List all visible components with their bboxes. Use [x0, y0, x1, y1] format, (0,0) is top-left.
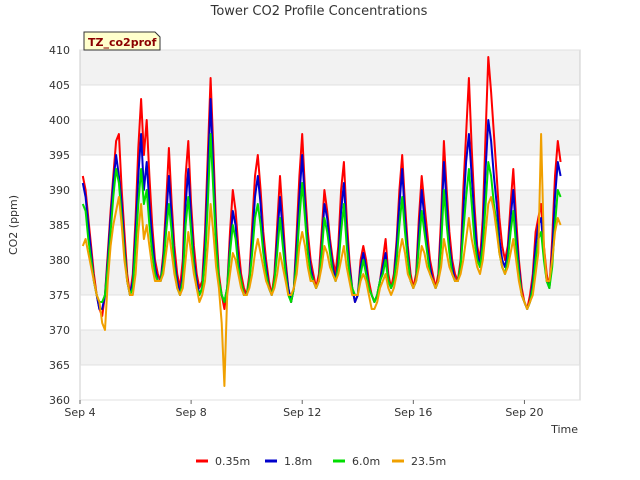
x-axis: Sep 4 Sep 8 Sep 12 Sep 16 Sep 20 — [64, 400, 544, 419]
chart-tag: TZ_co2prof — [83, 31, 161, 51]
chart-tag-label: TZ_co2prof — [88, 36, 157, 49]
y-axis-label: CO2 (ppm) — [7, 195, 20, 255]
legend-label: 1.8m — [284, 455, 312, 468]
legend-label: 23.5m — [411, 455, 446, 468]
y-tick-label: 400 — [49, 114, 70, 127]
y-tick-label: 375 — [49, 289, 70, 302]
x-tick-label: Sep 4 — [64, 406, 95, 419]
chart-title: Tower CO2 Profile Concentrations — [210, 4, 428, 19]
x-tick-label: Sep 20 — [505, 406, 543, 419]
plot-band — [80, 295, 580, 330]
legend-label: 6.0m — [352, 455, 380, 468]
series-lines — [81, 56, 562, 387]
plot-band — [80, 155, 580, 190]
y-tick-label: 390 — [49, 184, 70, 197]
plot-band — [80, 50, 580, 85]
x-tick-label: Sep 12 — [283, 406, 321, 419]
plot-band — [80, 120, 580, 155]
plot-band — [80, 190, 580, 225]
x-tick-label: Sep 8 — [175, 406, 206, 419]
y-tick-label: 405 — [49, 79, 70, 92]
y-axis: 360 365 370 375 380 385 390 395 400 405 410 — [49, 44, 70, 407]
y-tick-label: 385 — [49, 219, 70, 232]
plot-band — [80, 330, 580, 365]
y-tick-label: 410 — [49, 44, 70, 57]
y-tick-label: 365 — [49, 359, 70, 372]
legend: 0.35m 1.8m 6.0m 23.5m — [196, 455, 446, 468]
plot-band — [80, 85, 580, 120]
y-tick-label: 395 — [49, 149, 70, 162]
y-tick-label: 370 — [49, 324, 70, 337]
gridlines — [80, 49, 580, 401]
x-axis-label: Time — [550, 423, 578, 436]
plot-band — [80, 365, 580, 400]
x-tick-label: Sep 16 — [394, 406, 432, 419]
series-line-23.5m — [81, 133, 562, 387]
y-tick-label: 380 — [49, 254, 70, 267]
y-tick-label: 360 — [49, 394, 70, 407]
series-line-6.0m — [81, 133, 562, 310]
legend-label: 0.35m — [215, 455, 250, 468]
